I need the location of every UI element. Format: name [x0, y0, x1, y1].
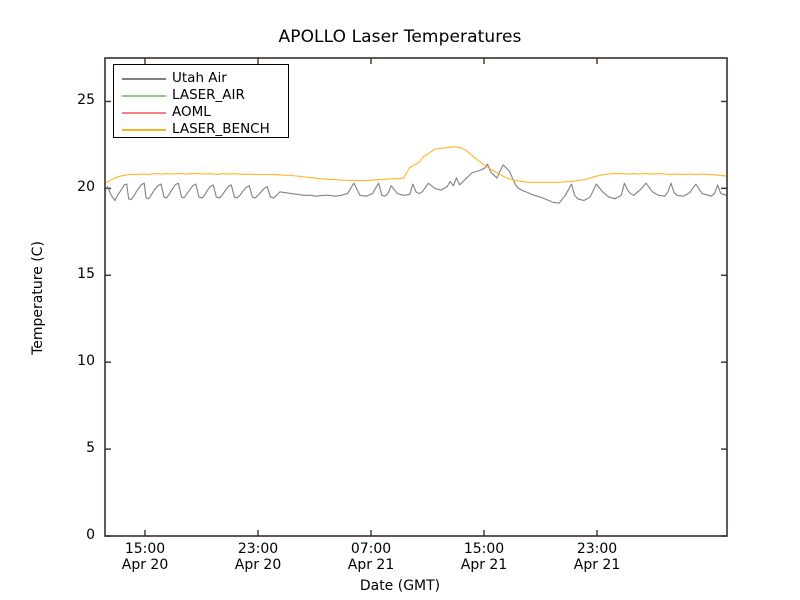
legend-color-swatch	[122, 78, 166, 80]
plot-frame	[104, 57, 728, 537]
x-tick-date: Apr 20	[121, 557, 169, 573]
x-tick-date: Apr 21	[573, 557, 621, 573]
x-tick-label: 23:00 Apr 20	[198, 541, 318, 573]
legend[interactable]: Utah Air LASER_AIR AOML LASER_BENCH	[113, 64, 289, 138]
legend-item[interactable]: LASER_AIR	[114, 87, 290, 105]
legend-label: LASER_BENCH	[172, 121, 270, 137]
legend-label: LASER_AIR	[172, 87, 245, 103]
y-tick-label: 25	[77, 92, 95, 109]
x-tick-date: Apr 20	[234, 557, 282, 573]
legend-color-swatch	[122, 112, 166, 114]
x-tick-label: 15:00 Apr 21	[424, 541, 544, 573]
x-tick-date: Apr 21	[460, 557, 508, 573]
legend-item[interactable]: LASER_BENCH	[114, 121, 290, 139]
x-tick-time: 07:00	[350, 541, 392, 557]
legend-label: Utah Air	[172, 70, 227, 86]
x-tick-label: 15:00 Apr 20	[85, 541, 205, 573]
x-tick-label: 23:00 Apr 21	[537, 541, 657, 573]
x-tick-time: 15:00	[124, 541, 166, 557]
y-tick-label: 20	[77, 179, 95, 196]
y-tick-label: 15	[77, 266, 95, 283]
series-line	[104, 146, 728, 184]
data-series-layer	[104, 146, 728, 204]
x-tick-time: 15:00	[463, 541, 505, 557]
axis-tick-marks	[105, 58, 727, 537]
chart-title: APOLLO Laser Temperatures	[278, 27, 522, 47]
legend-color-swatch	[122, 95, 166, 97]
x-tick-time: 23:00	[576, 541, 618, 557]
y-tick-label: 10	[77, 353, 95, 370]
legend-item[interactable]: Utah Air	[114, 70, 290, 88]
x-tick-label: 07:00 Apr 21	[311, 541, 431, 573]
y-tick-label: 5	[86, 440, 95, 457]
series-line	[104, 163, 728, 204]
y-tick-label: 0	[86, 527, 95, 543]
x-axis-label: Date (GMT)	[359, 578, 441, 594]
legend-label: AOML	[172, 104, 211, 120]
x-tick-time: 23:00	[237, 541, 279, 557]
legend-color-swatch	[122, 129, 166, 131]
legend-item[interactable]: AOML	[114, 104, 290, 122]
x-tick-date: Apr 21	[347, 557, 395, 573]
